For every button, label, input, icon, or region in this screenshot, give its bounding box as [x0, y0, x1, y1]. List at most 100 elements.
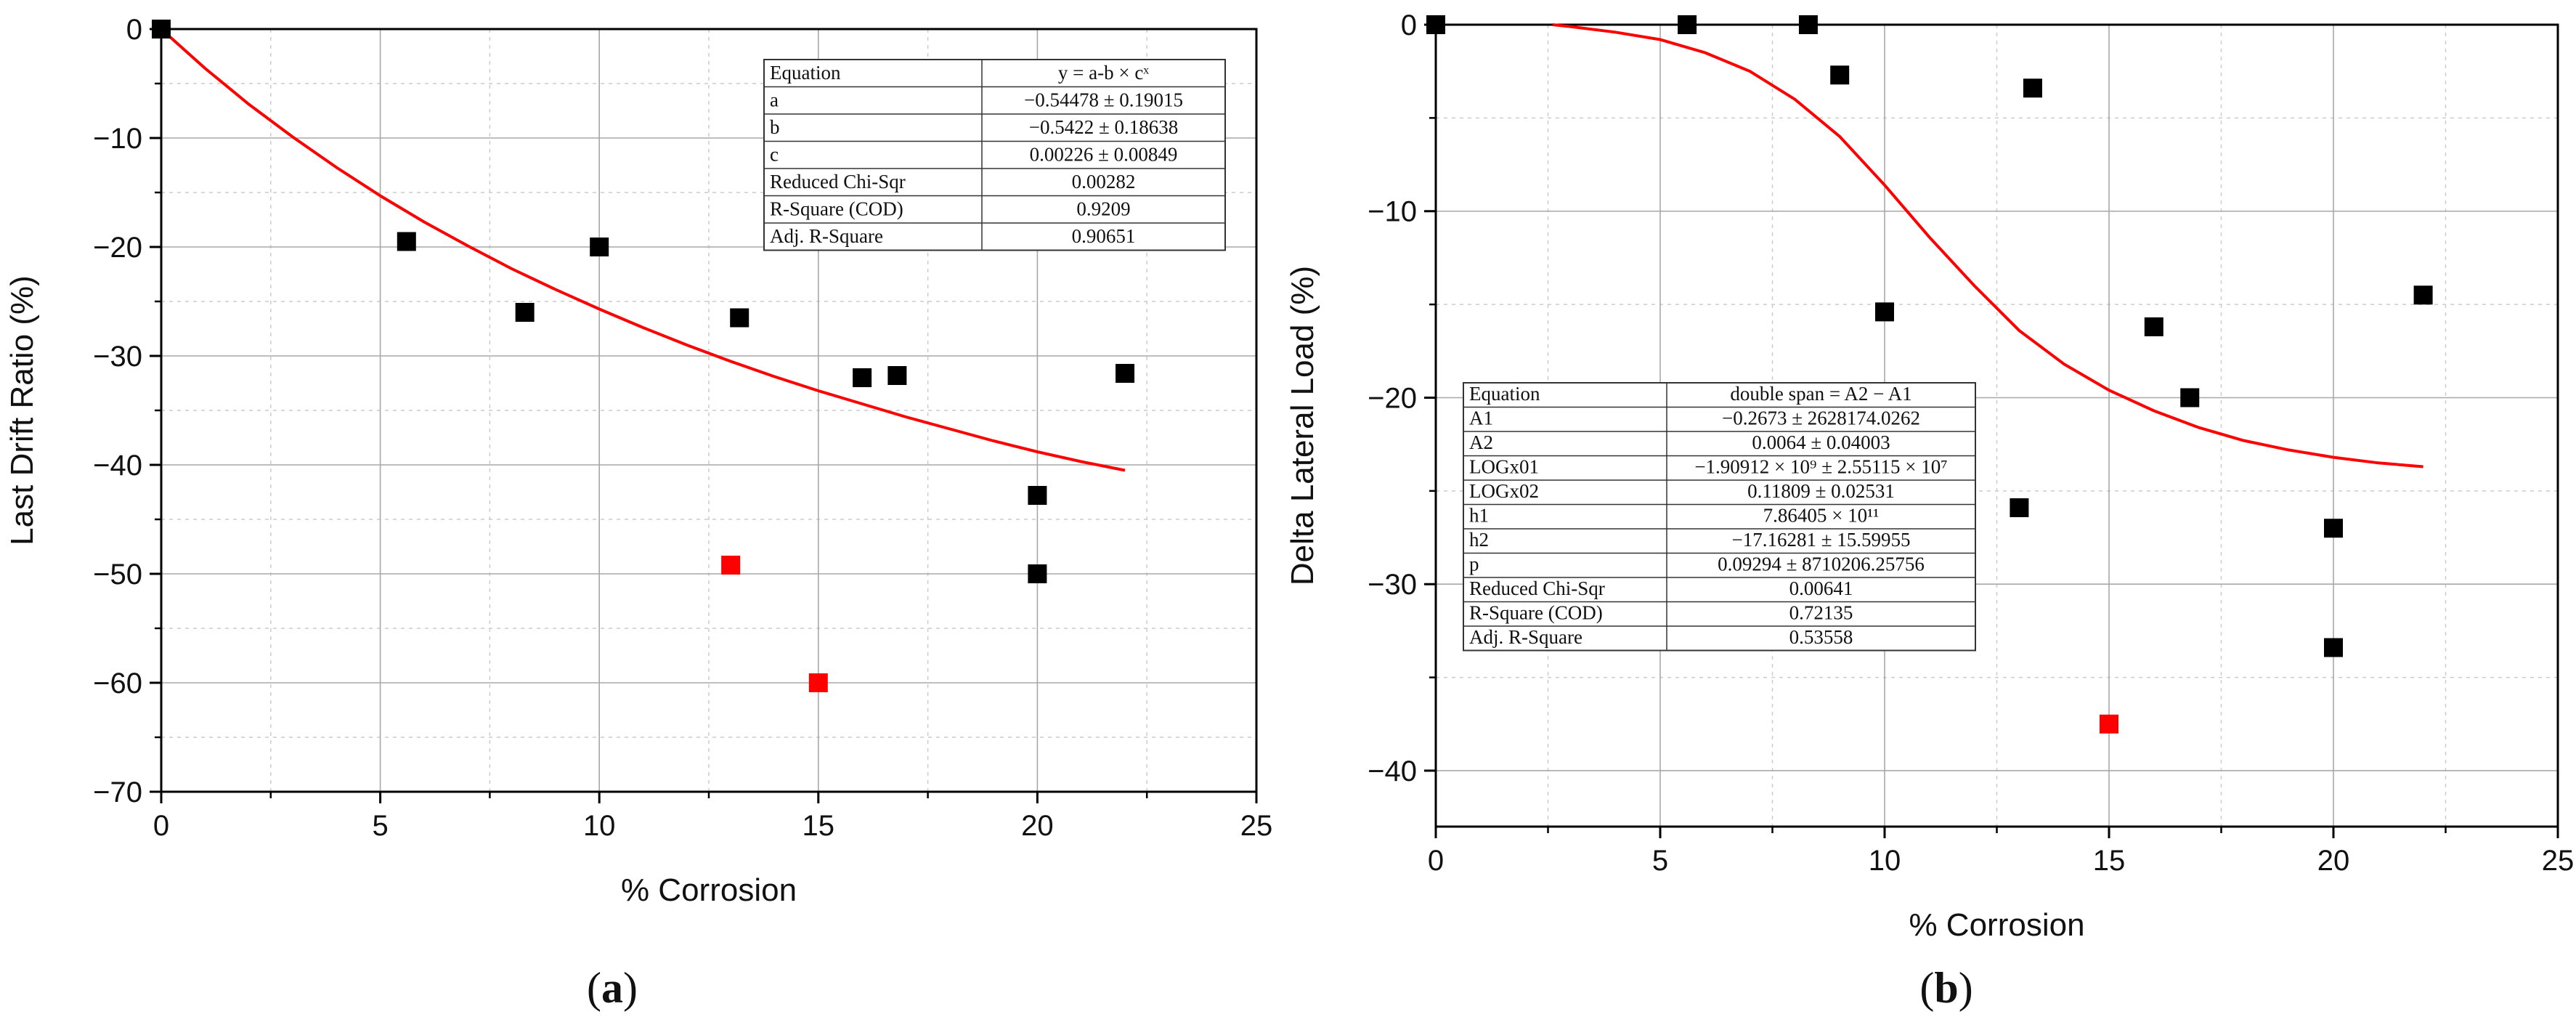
data-point	[2144, 317, 2163, 336]
fit-table-param-name: b	[770, 116, 780, 138]
fit-table-param-name: Adj. R-Square	[770, 225, 883, 247]
fit-table-frame	[1463, 382, 1976, 652]
x-tick-label: 20	[2317, 845, 2350, 877]
data-point	[1875, 302, 1894, 322]
fit-table-param-name: Adj. R-Square	[1469, 626, 1582, 648]
x-tick-label: 10	[583, 810, 616, 842]
fit-table-param-name: A1	[1469, 407, 1493, 429]
x-tick-label: 15	[2093, 845, 2126, 877]
data-point	[1426, 15, 1445, 34]
data-point-red	[2100, 714, 2118, 734]
fit-table-param-name: A2	[1469, 431, 1493, 453]
data-point	[1116, 364, 1135, 383]
x-tick-label: 25	[1240, 810, 1273, 842]
data-point	[2413, 285, 2433, 305]
data-point	[887, 366, 907, 385]
fit-curve	[160, 28, 1126, 472]
x-tick-label: 25	[2542, 845, 2575, 877]
fit-table-param-value: 0.00282	[1072, 171, 1136, 192]
fit-table-param-name: LOGx02	[1469, 480, 1539, 502]
data-point	[2324, 519, 2343, 538]
y-tick-label: 0	[1401, 9, 1417, 41]
caption-open-paren: (	[1919, 964, 1934, 1012]
data-point	[1028, 564, 1047, 583]
x-tick-label: 0	[153, 810, 169, 842]
y-axis-label: Delta Lateral Load (%)	[1285, 266, 1320, 585]
data-point-red	[721, 556, 741, 575]
fit-table-param-name: h2	[1469, 529, 1489, 551]
chart-panel-a: 0 5 10 15 20 25 0 −10 −20 −30 −40 −50 −60 −70 % Corros…	[4, 14, 1272, 1012]
fit-table-param-name: Reduced Chi-Sqr	[770, 171, 906, 192]
y-tick-label: −40	[1368, 755, 1417, 787]
caption-letter: b	[1934, 964, 1958, 1012]
data-point	[590, 238, 609, 256]
data-point	[1798, 15, 1818, 34]
data-point	[2023, 78, 2042, 98]
fit-table-param-value: 7.86405 × 10¹¹	[1763, 505, 1880, 527]
x-tick-label: 0	[1428, 845, 1444, 877]
chart-panel-b: 0 5 10 15 20 25 0 −10 −20 −30 −40 % Corrosion Delta …	[1285, 9, 2574, 1012]
data-point	[2324, 638, 2343, 657]
fit-table-header-label: Equation	[1469, 383, 1540, 405]
fit-table-param-name: R-Square (COD)	[1469, 602, 1603, 624]
x-tick-label: 5	[372, 810, 388, 842]
data-point	[2180, 388, 2200, 407]
data-point	[730, 308, 749, 328]
data-point	[397, 232, 416, 251]
x-axis-label: % Corrosion	[621, 872, 797, 908]
y-tick-label: −70	[93, 776, 142, 808]
y-tick-label: −10	[93, 123, 142, 155]
fit-table-param-value: 0.9209	[1076, 198, 1130, 220]
caption-close-paren: )	[623, 964, 638, 1012]
panel-caption: (b)	[1919, 964, 1972, 1012]
fit-table-param-name: a	[770, 89, 779, 111]
fit-table-param-value: −1.90912 × 10⁹ ± 2.55115 × 10⁷	[1694, 456, 1947, 478]
fit-table-frame	[763, 59, 1226, 251]
data-point	[1678, 15, 1697, 34]
y-tick-label: −30	[1368, 569, 1417, 601]
fit-statistics-table: Equation y = a-b × cˣ a −0.54478 ± 0.19015 b…	[763, 59, 1226, 251]
y-tick-label: −20	[1368, 382, 1417, 414]
fit-table-param-name: Reduced Chi-Sqr	[1469, 577, 1605, 599]
fit-table-param-value: 0.00641	[1789, 577, 1853, 599]
fit-table-param-name: LOGx01	[1469, 456, 1539, 478]
data-point	[1830, 65, 1850, 85]
fit-table-param-value: 0.11809 ± 0.02531	[1747, 480, 1895, 502]
data-point-red	[808, 673, 828, 692]
fit-table-param-name: R-Square (COD)	[770, 198, 903, 220]
data-point	[1028, 486, 1047, 505]
fit-table-header-label: Equation	[770, 62, 841, 84]
y-tick-label: −30	[93, 341, 142, 373]
fit-table-equation: double span = A2 − A1	[1730, 383, 1911, 405]
data-point	[853, 368, 872, 387]
fit-table-param-value: 0.09294 ± 8710206.25756	[1718, 553, 1925, 575]
fit-table-param-name: p	[1469, 553, 1479, 575]
fit-curve	[1552, 23, 2423, 469]
fit-table-param-name: h1	[1469, 505, 1489, 527]
x-tick-label: 10	[1869, 845, 1901, 877]
y-tick-label: −60	[93, 668, 142, 699]
fit-statistics-table: Equation double span = A2 − A1 A1 −0.2673 ±…	[1463, 382, 1976, 652]
caption-close-paren: )	[1959, 964, 1973, 1012]
data-point	[515, 303, 535, 322]
y-tick-label: −10	[1368, 196, 1417, 228]
panel-caption: (a)	[587, 964, 638, 1012]
y-tick-label: −50	[93, 559, 142, 591]
fit-table-param-value: −17.16281 ± 15.59955	[1731, 529, 1910, 551]
fit-table-equation: y = a-b × cˣ	[1058, 62, 1149, 84]
x-tick-label: 15	[803, 810, 835, 842]
fit-table-param-value: −0.54478 ± 0.19015	[1024, 89, 1183, 111]
data-point	[2010, 498, 2029, 517]
x-tick-label: 5	[1652, 845, 1668, 877]
x-tick-label: 20	[1021, 810, 1054, 842]
fit-table-param-name: c	[770, 144, 779, 166]
data-point	[152, 20, 171, 38]
fit-table-param-value: −0.2673 ± 2628174.0262	[1722, 407, 1920, 429]
fit-table-param-value: 0.72135	[1789, 602, 1853, 624]
y-tick-label: −20	[93, 232, 142, 264]
caption-letter: a	[601, 964, 623, 1012]
fit-table-param-value: 0.53558	[1789, 626, 1853, 648]
y-axis-label: Last Drift Ratio (%)	[4, 275, 40, 546]
fit-table-param-value: 0.90651	[1072, 225, 1136, 247]
